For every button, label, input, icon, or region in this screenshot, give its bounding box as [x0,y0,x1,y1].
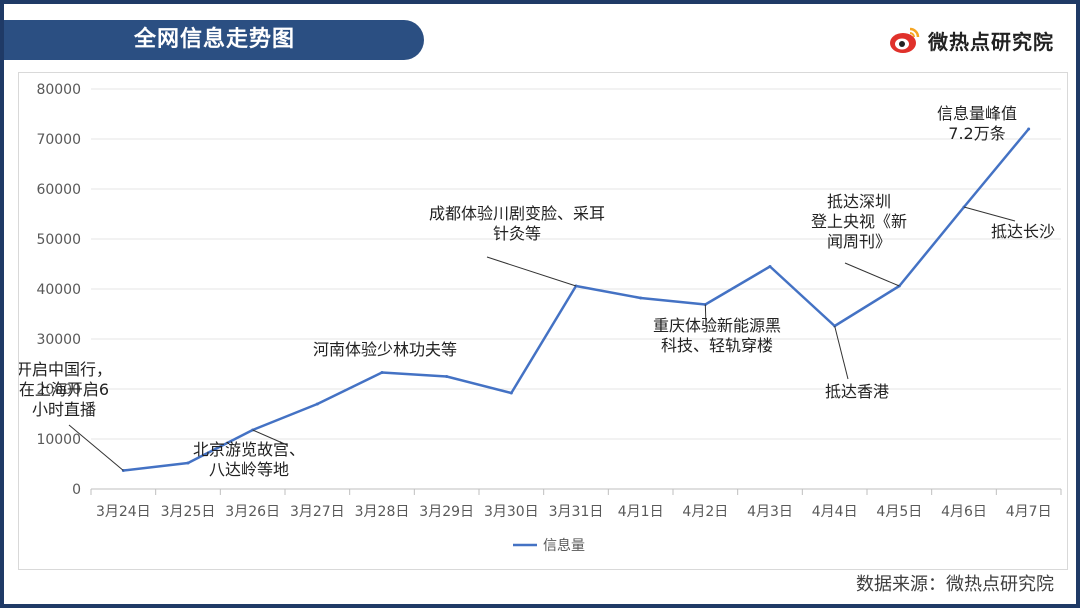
source-note: 数据来源：微热点研究院 [856,574,1054,595]
annotation-label: 信息量峰值 [937,104,1017,123]
y-tick-label: 30000 [36,332,81,348]
annotation-label: 河南体验少林功夫等 [313,340,457,359]
x-tick-label: 3月24日 [96,504,151,520]
data-point [768,265,772,268]
brand-logo: 微热点研究院 [888,20,1054,60]
annotation-label: 闻周刊》 [827,232,891,251]
annotation-label: 抵达长沙 [991,222,1055,241]
y-tick-label: 60000 [36,182,81,198]
annotation-leader [844,262,900,287]
data-point [509,391,513,395]
y-tick-label: 20000 [36,382,81,398]
annotation-label: 7.2万条 [948,124,1005,143]
chart-panel: 0 10000 20000 30000 40000 50000 60000 70000 8000… [18,72,1068,570]
y-tick-label: 50000 [36,232,81,248]
annotation-label: 八达岭等地 [209,460,289,479]
y-tick-label: 0 [72,482,81,498]
annotation-label: 重庆体验新能源黑 [653,316,781,335]
annotation-leader [963,206,1016,222]
x-tick-label: 3月25日 [161,504,216,520]
annotation-label: 北京游览故宫、 [193,440,305,459]
x-tick-label: 4月7日 [1006,504,1052,520]
annotation-label: 开启中国行， [19,360,112,379]
x-tick-label: 4月4日 [812,504,858,520]
data-point [639,296,643,300]
data-point [1027,127,1031,131]
x-tick-label: 4月5日 [876,504,922,520]
x-tick-label: 3月30日 [484,504,539,520]
legend-label: 信息量 [543,537,585,554]
x-tick-label: 3月26日 [225,504,280,520]
x-tick-label: 4月3日 [747,504,793,520]
annotation-label: 小时直播 [32,400,96,419]
annotation-label: 针灸等 [493,224,541,243]
weibo-eye-icon [890,27,920,53]
y-tick-label: 40000 [36,282,81,298]
x-tick-label: 3月27日 [290,504,345,520]
slide: 全网信息走势图 微热点研究院 0 10000 20000 30000 40000 5000… [4,4,1076,604]
data-point [315,402,319,406]
annotation-label: 抵达香港 [825,382,889,401]
data-point [186,461,190,465]
data-point [445,375,449,378]
x-tick-label: 4月2日 [682,504,728,520]
brand-name: 微热点研究院 [928,29,1054,54]
annotation-label: 科技、轻轨穿楼 [661,336,773,355]
page-title: 全网信息走势图 [134,27,296,52]
annotation-leader [834,325,849,380]
annotation-label: 登上央视《新 [811,212,907,231]
title-bar: 全网信息走势图 [4,20,424,60]
annotation-leader [486,256,577,287]
annotation-leader [252,429,288,446]
series-line [123,128,1030,472]
x-tick-label: 3月28日 [355,504,410,520]
y-tick-label: 80000 [36,82,81,98]
y-tick-label: 10000 [36,432,81,448]
x-tick-label: 4月1日 [618,504,664,520]
annotation-label: 在上海开启6 [19,380,109,399]
x-tick-label: 3月31日 [549,504,604,520]
x-tick-label: 4月6日 [941,504,987,520]
y-tick-label: 70000 [36,132,81,148]
x-tick-label: 3月29日 [419,504,474,520]
annotation-leader [68,424,124,471]
data-point [380,371,384,374]
annotation-label: 抵达深圳 [827,192,891,211]
annotation-leader [704,304,707,328]
line-chart: 0 10000 20000 30000 40000 50000 60000 70000 8000… [19,82,1062,554]
annotation-label: 成都体验川剧变脸、采耳 [429,204,605,223]
